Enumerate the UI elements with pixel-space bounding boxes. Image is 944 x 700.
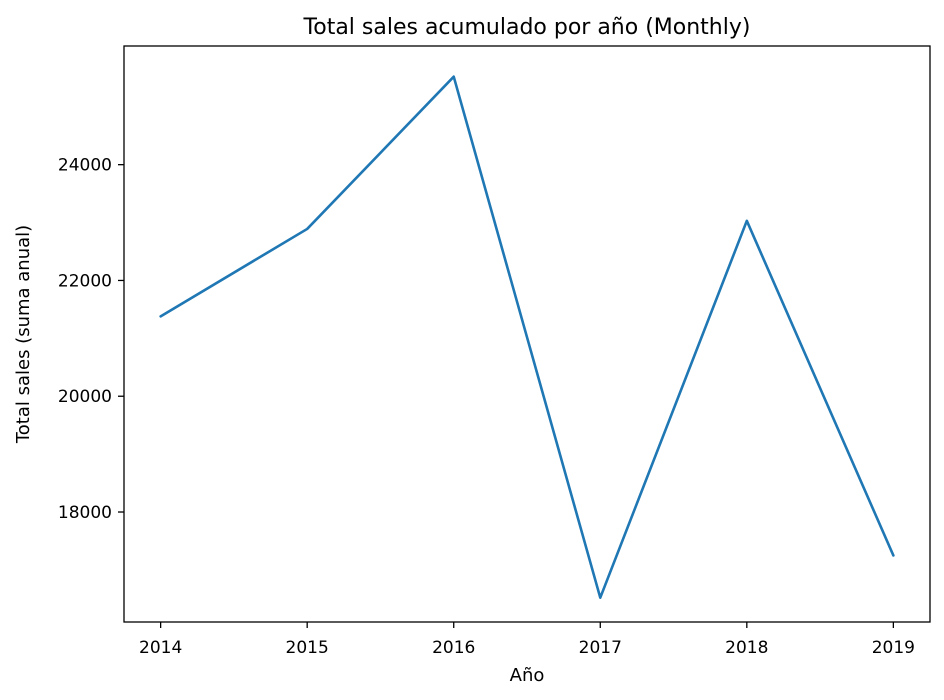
x-tick-label: 2015: [286, 638, 329, 658]
y-tick-label: 20000: [58, 387, 112, 407]
y-tick-label: 22000: [58, 271, 112, 291]
x-tick-label: 2016: [432, 638, 475, 658]
series-line: [159, 75, 895, 599]
x-tick-label: 2019: [872, 638, 915, 658]
x-axis-ticks: 2014 2015 2016 2017 2018 2019: [139, 622, 915, 658]
plot-frame: [123, 45, 931, 623]
x-axis-label: Año: [510, 665, 545, 686]
y-tick-label: 24000: [58, 156, 112, 176]
x-tick-label: 2014: [139, 638, 182, 658]
y-axis-ticks: 18000 20000 22000 24000: [58, 156, 124, 523]
x-tick-label: 2017: [579, 638, 622, 658]
chart-title: Total sales acumulado por año (Monthly): [303, 15, 751, 40]
y-tick-label: 18000: [58, 503, 112, 523]
x-tick-label: 2018: [725, 638, 768, 658]
y-axis-label: Total sales (suma anual): [13, 225, 34, 444]
